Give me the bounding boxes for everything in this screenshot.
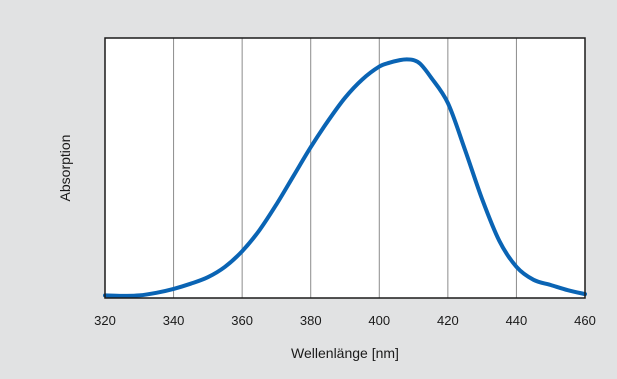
plot-frame	[104, 37, 586, 299]
series-line-0	[103, 57, 587, 298]
x-axis-tick-labels: 320 340 360 380 400 420 440 460	[94, 313, 596, 328]
x-tick-label-400: 400	[368, 313, 390, 328]
x-tick-label-340: 340	[163, 313, 185, 328]
y-axis-title: Absorption	[57, 135, 73, 202]
grid-lines	[173, 38, 517, 298]
plot-area	[105, 38, 585, 298]
x-tick-label-440: 440	[506, 313, 528, 328]
x-tick-label-360: 360	[231, 313, 253, 328]
data-line-group	[103, 57, 587, 298]
x-tick-label-380: 380	[300, 313, 322, 328]
x-axis-title: Wellenlänge [nm]	[291, 345, 399, 361]
x-tick-label-420: 420	[437, 313, 459, 328]
x-tick-label-320: 320	[94, 313, 116, 328]
x-tick-label-460: 460	[574, 313, 596, 328]
